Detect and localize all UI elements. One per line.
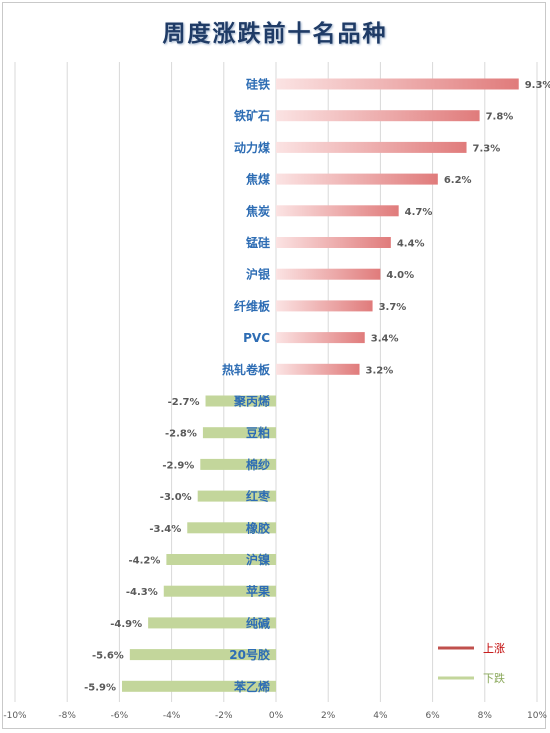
x-tick-label: -4% [163,711,181,721]
category-label: 沪镍 [246,552,270,567]
value-label: -4.2% [128,556,160,567]
value-label: 4.7% [405,207,433,218]
bar [205,395,276,407]
category-label: 豆粕 [246,425,270,440]
value-label: -2.9% [162,460,194,471]
value-label: -2.7% [168,397,200,408]
x-tick-label: -10% [3,711,27,721]
bars [122,78,519,692]
bar [200,458,276,470]
x-tick-label: 8% [478,711,493,721]
x-tick-label: -6% [111,711,129,721]
bar [276,237,391,248]
x-axis-ticks: -10% -8% -6% -4% -2% 0% 2% 4% 6% 8% 10% [3,711,547,721]
bar [148,617,276,629]
category-label: 硅铁 [246,77,270,92]
x-tick-label: 6% [425,711,440,721]
category-label: 苹果 [246,584,270,599]
x-tick-label: 10% [527,711,547,721]
value-label: -5.6% [92,651,124,662]
value-label: -2.8% [165,429,197,440]
category-label: 橡胶 [246,520,270,535]
legend-label: 下跌 [483,671,505,685]
category-label: 苯乙烯 [233,679,270,694]
value-label: -5.9% [84,682,116,693]
chart-title: 周度涨跌前十名品种 [162,20,388,47]
x-tick-label: -2% [215,711,233,721]
x-tick-label: 2% [321,711,336,721]
category-label: 铁矿石 [234,108,270,123]
bar [276,363,360,375]
bar [129,649,276,661]
value-label: 3.7% [379,302,407,313]
x-tick-label: -8% [58,711,76,721]
labels: 硅铁 9.3% 铁矿石 7.8% 动力煤 7.3% 焦煤 6.2% 焦炭 4.7% 锰硅 4.4% 沪银… [84,77,550,694]
grid-lines [14,62,538,702]
x-tick-label: 0% [269,711,284,721]
category-label: 动力煤 [234,140,270,155]
bar [276,141,467,153]
bar [276,332,365,344]
value-label: -3.4% [149,524,181,535]
bar [276,268,381,280]
bar [202,427,276,439]
bar [197,490,276,502]
category-label: 焦炭 [245,203,270,218]
category-label: PVC [243,331,270,345]
x-tick-label: 4% [373,711,388,721]
value-label: 3.4% [371,334,399,345]
category-label: 沪银 [246,267,271,282]
value-label: 6.2% [444,175,472,186]
value-label: 9.3% [525,80,550,91]
value-label: 7.8% [486,112,514,123]
category-label: 纤维板 [234,298,271,313]
bar [166,554,276,565]
bar [276,205,399,217]
category-label: 聚丙烯 [233,394,270,409]
category-label: 红枣 [246,489,271,504]
bar [187,522,276,534]
category-label: 纯碱 [246,615,270,630]
value-label: -4.9% [110,619,142,630]
value-label: -3.0% [160,492,192,503]
value-label: 7.3% [473,143,501,154]
category-label: 棉纱 [246,457,270,472]
bar [276,78,519,90]
value-label: 4.4% [397,239,425,250]
legend-label: 上涨 [483,642,505,655]
value-label: 3.2% [366,365,394,376]
bar [276,110,480,122]
value-label: 4.0% [386,270,414,281]
bar [276,173,438,185]
bar [276,300,373,312]
category-label: 热轧卷板 [222,362,271,377]
value-label: -4.3% [126,587,158,598]
category-label: 焦煤 [245,172,270,187]
category-label: 锰硅 [246,235,270,250]
bar [122,680,276,692]
bar [163,585,276,597]
category-label: 20号胶 [229,647,270,662]
